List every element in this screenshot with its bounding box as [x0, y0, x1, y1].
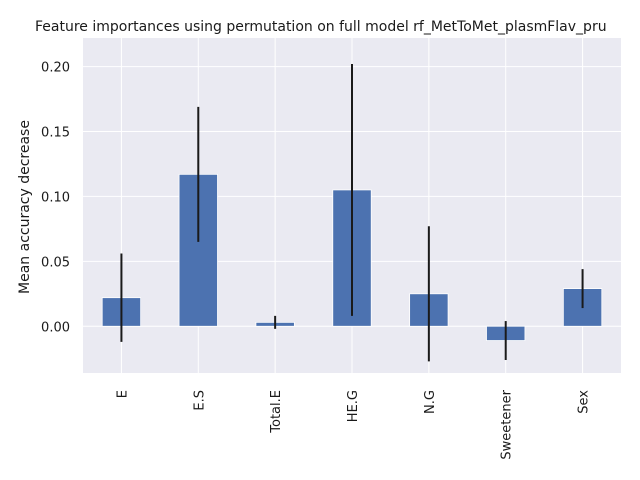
x-tick-label: E.S — [192, 390, 207, 411]
y-tick-label: 0.20 — [41, 61, 70, 76]
x-tick-label: Sex — [577, 390, 592, 414]
x-tick-label: Total.E — [269, 390, 284, 434]
y-tick-labels: 0.00 0.05 0.10 0.15 0.20 — [41, 61, 70, 336]
error-bar-layer — [120, 63, 584, 362]
x-tick-label: N.G — [423, 390, 438, 414]
y-tick-label: 0.00 — [41, 320, 70, 335]
x-tick-label: Sweetener — [500, 389, 515, 459]
y-tick-label: 0.15 — [41, 125, 70, 140]
x-tick-labels: E E.S Total.E HE.G N.G Sweetener Sex — [115, 389, 591, 459]
x-tick-label: E — [115, 390, 130, 398]
y-axis-label: Mean accuracy decrease — [17, 120, 33, 294]
y-tick-label: 0.10 — [41, 190, 70, 205]
x-tick-label: HE.G — [346, 390, 361, 422]
y-tick-label: 0.05 — [41, 255, 70, 270]
chart-title: Feature importances using permutation on… — [35, 19, 607, 35]
